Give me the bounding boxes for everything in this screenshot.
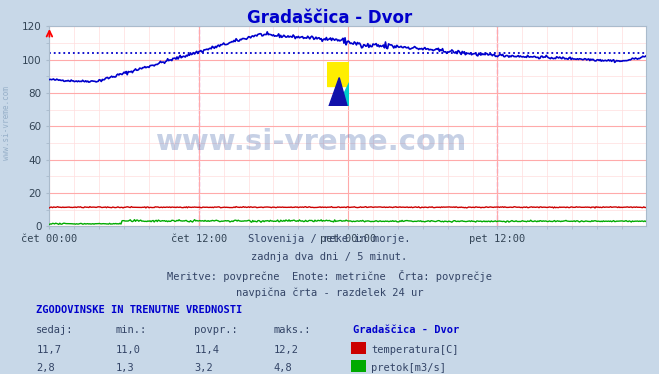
Bar [327, 62, 349, 86]
Text: pretok[m3/s]: pretok[m3/s] [371, 363, 446, 373]
Text: 12,2: 12,2 [273, 345, 299, 355]
Text: 11,0: 11,0 [115, 345, 140, 355]
Text: www.si-vreme.com: www.si-vreme.com [156, 128, 467, 156]
Text: ZGODOVINSKE IN TRENUTNE VREDNOSTI: ZGODOVINSKE IN TRENUTNE VREDNOSTI [36, 305, 243, 315]
Text: 1,3: 1,3 [115, 363, 134, 373]
Text: min.:: min.: [115, 325, 146, 335]
Text: Slovenija / reke in morje.: Slovenija / reke in morje. [248, 234, 411, 244]
Text: Meritve: povprečne  Enote: metrične  Črta: povprečje: Meritve: povprečne Enote: metrične Črta:… [167, 270, 492, 282]
Polygon shape [329, 77, 347, 106]
Text: temperatura[C]: temperatura[C] [371, 345, 459, 355]
Text: 3,2: 3,2 [194, 363, 213, 373]
Text: zadnja dva dni / 5 minut.: zadnja dva dni / 5 minut. [251, 252, 408, 262]
Text: 4,8: 4,8 [273, 363, 292, 373]
Polygon shape [337, 82, 349, 106]
Text: 11,7: 11,7 [36, 345, 61, 355]
Text: povpr.:: povpr.: [194, 325, 238, 335]
Text: sedaj:: sedaj: [36, 325, 74, 335]
Text: navpična črta - razdelek 24 ur: navpična črta - razdelek 24 ur [236, 288, 423, 298]
Text: maks.:: maks.: [273, 325, 311, 335]
Text: Gradaščica - Dvor: Gradaščica - Dvor [247, 9, 412, 27]
Text: 2,8: 2,8 [36, 363, 55, 373]
Text: Gradaščica - Dvor: Gradaščica - Dvor [353, 325, 459, 335]
Text: 11,4: 11,4 [194, 345, 219, 355]
Text: www.si-vreme.com: www.si-vreme.com [2, 86, 11, 160]
